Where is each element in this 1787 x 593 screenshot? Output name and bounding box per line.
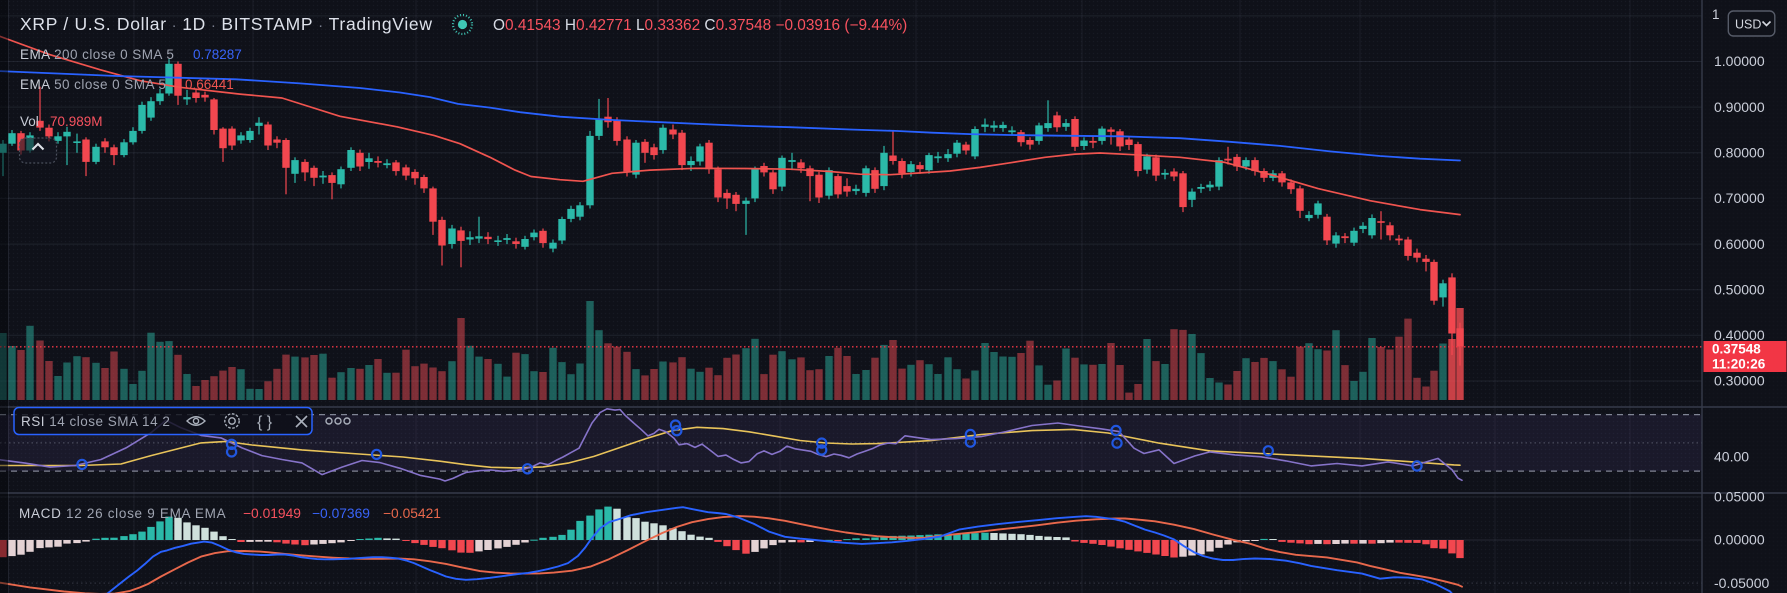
svg-text:0.78287: 0.78287 [193,47,242,62]
svg-text:0.00000: 0.00000 [1714,532,1765,548]
svg-text:11:20:26: 11:20:26 [1712,357,1766,372]
svg-text:USD: USD [1735,18,1761,32]
svg-text:−0.05421: −0.05421 [383,506,441,521]
svg-text:EMA 50 close 0 SMA 5: EMA 50 close 0 SMA 5 [20,77,166,92]
svg-text:MACD 12 26 close 9 EMA EMA: MACD 12 26 close 9 EMA EMA [19,506,226,521]
svg-text:0.66441: 0.66441 [185,77,234,92]
svg-text:0.60000: 0.60000 [1714,236,1765,252]
svg-text:EMA 200 close 0 SMA 5: EMA 200 close 0 SMA 5 [20,47,174,62]
svg-text:40.00: 40.00 [1714,449,1749,465]
svg-text:0.37548: 0.37548 [1712,342,1761,357]
svg-text:{ }: { } [257,414,273,431]
svg-text:-0.05000: -0.05000 [1714,575,1769,591]
svg-text:XRP / U.S. Dollar · 1D · BITST: XRP / U.S. Dollar · 1D · BITSTAMP · Trad… [20,14,433,34]
svg-text:0.80000: 0.80000 [1714,145,1765,161]
svg-text:RSI 14 close SMA 14 2: RSI 14 close SMA 14 2 [21,414,170,429]
svg-text:0.30000: 0.30000 [1714,373,1765,389]
svg-text:0.50000: 0.50000 [1714,281,1765,297]
svg-text:0.70000: 0.70000 [1714,190,1765,206]
svg-text:1: 1 [1712,7,1720,22]
svg-text:70.989M: 70.989M [50,114,103,129]
svg-text:1.00000: 1.00000 [1714,53,1765,69]
svg-text:−0.07369: −0.07369 [312,506,370,521]
svg-text:0.40000: 0.40000 [1714,327,1765,343]
svg-text:0.90000: 0.90000 [1714,99,1765,115]
svg-text:−0.01949: −0.01949 [243,506,301,521]
svg-text:0.05000: 0.05000 [1714,489,1765,505]
svg-text:O0.41543 H0.42771 L0.33362 C0.: O0.41543 H0.42771 L0.33362 C0.37548 −0.0… [493,17,907,34]
svg-text:Vol: Vol [20,114,39,129]
